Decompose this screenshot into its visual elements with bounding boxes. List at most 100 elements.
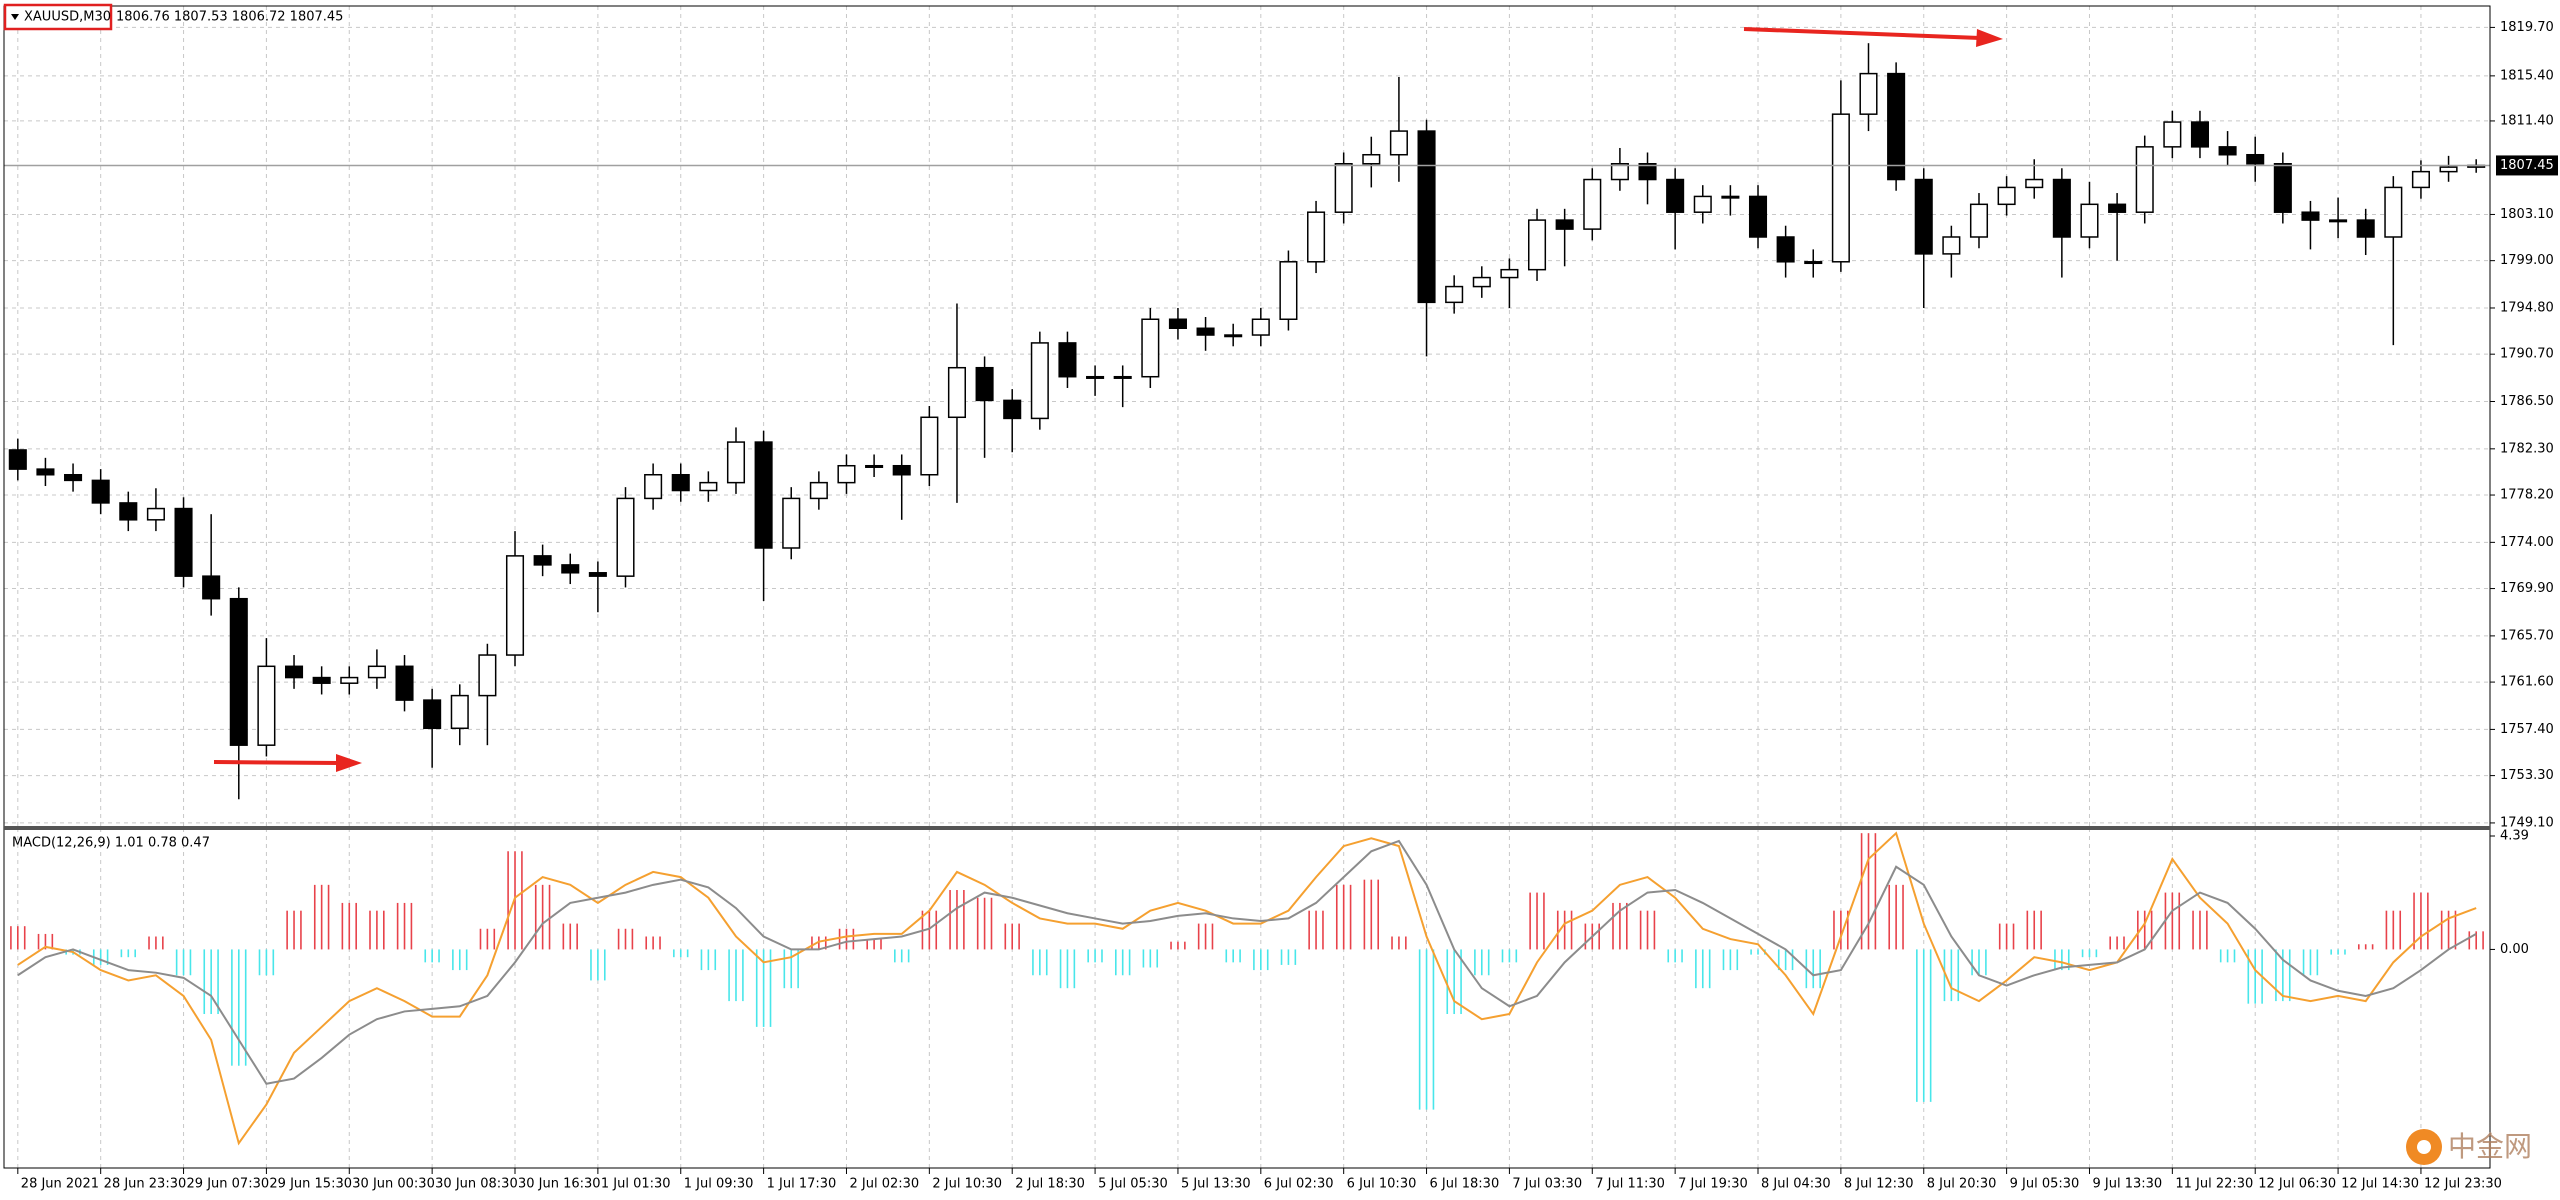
x-tick-label: 7 Jul 03:30 [1512, 1177, 1582, 1192]
candle-body [2052, 178, 2071, 238]
candle-body [975, 366, 994, 402]
candle-body [450, 694, 469, 730]
y-tick-label: 1786.50 [2500, 394, 2554, 409]
candle-body [1610, 163, 1629, 181]
candle-body [865, 464, 884, 468]
candle-body [1058, 342, 1077, 378]
candle-body [395, 665, 414, 701]
candle-body [1279, 261, 1298, 321]
x-tick-label: 7 Jul 11:30 [1595, 1177, 1665, 1192]
candle-body [2411, 170, 2430, 189]
candle-body [1527, 219, 1547, 271]
candle-body [146, 507, 165, 521]
x-tick-label: 30 Jun 00:30 [352, 1177, 435, 1192]
y-tick-label: 1774.00 [2500, 535, 2554, 550]
symbol-menu-icon[interactable] [11, 14, 19, 20]
watermark-text: 中金网 [2448, 1130, 2532, 1163]
y-tick-label: 1799.00 [2500, 253, 2554, 268]
candle-body [1721, 195, 1740, 199]
candle-body [1638, 163, 1657, 181]
candle-body [2439, 166, 2458, 173]
candle-body [1003, 399, 1022, 420]
x-tick-label: 1 Jul 17:30 [767, 1177, 837, 1192]
candle-body [1748, 195, 1768, 238]
watermark-logo-inner [2417, 1140, 2431, 1154]
candle-body [1804, 261, 1823, 265]
x-tick-label: 12 Jul 14:30 [2341, 1177, 2419, 1192]
arrow-head [336, 754, 362, 772]
candle-body [892, 464, 911, 476]
macd-line [17, 831, 2477, 1146]
candle-body [174, 507, 193, 577]
x-tick-label: 28 Jun 23:30 [104, 1177, 187, 1192]
candle-body [1942, 236, 1961, 255]
x-tick-label: 2 Jul 10:30 [932, 1177, 1002, 1192]
candle-body [284, 665, 304, 679]
candle-body [2135, 146, 2154, 213]
watermark: 中金网 [2406, 1129, 2532, 1165]
x-tick-label: 30 Jun 16:30 [518, 1177, 601, 1192]
candle-body [588, 572, 607, 577]
y-tick-label: 1790.70 [2500, 347, 2554, 362]
y-tick-label: 1778.20 [2500, 488, 2554, 503]
last-price-label: 1807.45 [2500, 158, 2554, 173]
candle-body [1196, 327, 1215, 336]
y-tick-label: 1811.40 [2500, 113, 2554, 128]
candle-body [726, 441, 746, 484]
candle-body [1445, 285, 1464, 304]
candle-body [1776, 236, 1795, 263]
candle-body [1251, 318, 1270, 336]
x-tick-label: 7 Jul 19:30 [1678, 1177, 1748, 1192]
candle-body [2163, 121, 2182, 148]
candle-body [257, 665, 276, 746]
y-tick-label: 0.00 [2500, 942, 2529, 957]
candle-body [1859, 72, 1878, 115]
candle-body [423, 699, 442, 730]
ohlc-readout: 1806.76 1807.53 1806.72 1807.45 [116, 10, 343, 25]
candle-body [1307, 211, 1326, 263]
x-tick-label: 12 Jul 06:30 [2258, 1177, 2336, 1192]
x-tick-label: 2 Jul 02:30 [849, 1177, 919, 1192]
candle-body [754, 441, 773, 549]
symbol-box [3, 3, 113, 31]
candle-body [119, 502, 138, 521]
x-tick-label: 2 Jul 18:30 [1015, 1177, 1085, 1192]
candle-body [1224, 334, 1243, 338]
x-tick-label: 29 Jun 15:30 [269, 1177, 352, 1192]
candle-body [312, 676, 331, 684]
y-tick-label: 1782.30 [2500, 441, 2554, 456]
x-tick-label: 6 Jul 02:30 [1264, 1177, 1334, 1192]
y-tick-label: 1803.10 [2500, 207, 2554, 222]
candle-body [1030, 342, 1049, 420]
candle-body [782, 497, 801, 549]
macd-title: MACD(12,26,9) 1.01 0.78 0.47 [12, 836, 210, 851]
x-tick-label: 29 Jun 07:30 [187, 1177, 270, 1192]
x-tick-label: 9 Jul 13:30 [2092, 1177, 2162, 1192]
x-tick-label: 1 Jul 09:30 [684, 1177, 754, 1192]
arrow-shaft [213, 760, 341, 765]
x-tick-label: 12 Jul 23:30 [2424, 1177, 2502, 1192]
y-tick-label: 1794.80 [2500, 300, 2554, 315]
y-tick-label: 1757.40 [2500, 722, 2554, 737]
candle-body [947, 366, 967, 419]
candle-body [505, 555, 525, 656]
y-tick-label: 1819.70 [2500, 20, 2554, 35]
last-price-box [2496, 155, 2558, 176]
x-tick-label: 30 Jun 08:30 [435, 1177, 518, 1192]
candle-body [91, 479, 110, 504]
x-tick-label: 6 Jul 18:30 [1430, 1177, 1500, 1192]
annotation-arrow [1743, 27, 2003, 47]
candle-body [229, 597, 248, 746]
candle-body [1914, 178, 1933, 255]
candle-body [1997, 186, 2016, 206]
candle-body [202, 575, 221, 600]
y-tick-label: 1765.70 [2500, 628, 2554, 643]
candle-body [1500, 268, 1519, 279]
x-tick-label: 9 Jul 05:30 [2010, 1177, 2080, 1192]
candle-body [367, 665, 386, 679]
symbol-title: XAUUSD,M30 [24, 10, 111, 25]
candle-body [644, 473, 663, 500]
y-tick-label: 1769.90 [2500, 581, 2554, 596]
candle-body [2246, 153, 2265, 165]
